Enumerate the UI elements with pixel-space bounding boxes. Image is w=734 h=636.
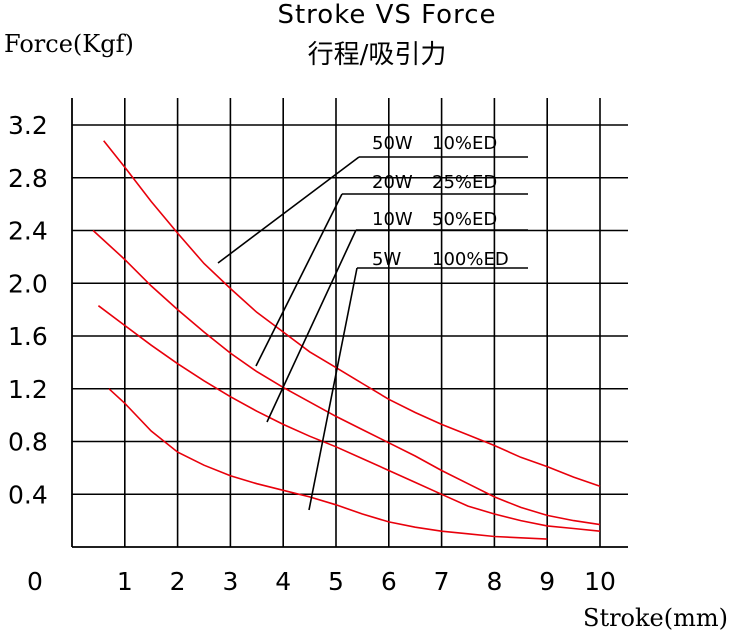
series-line [108, 388, 548, 540]
chart-subtitle: 行程/吸引力 [307, 40, 447, 70]
x-tick-label: 6 [381, 567, 397, 596]
legend-duty-label: 10%ED [432, 133, 497, 154]
legend-watt-label: 20W [372, 172, 413, 193]
legend-leader-line [217, 156, 360, 264]
x-tick-label: 10 [584, 567, 616, 596]
y-tick-label: 3.2 [8, 111, 48, 140]
legend-duty-label: 25%ED [432, 172, 497, 193]
x-tick-label: 4 [275, 567, 291, 596]
y-tick-label: 1.6 [8, 322, 48, 351]
y-tick-label: 2.4 [8, 217, 48, 246]
y-axis-label: Force(Kgf) [4, 30, 134, 58]
series-line [92, 229, 601, 526]
y-tick-label: 0.4 [8, 480, 48, 509]
y-tick-label: 2.8 [8, 164, 48, 193]
x-tick-label: 0 [27, 567, 43, 596]
legend-leader-line [255, 193, 343, 367]
series-line [103, 140, 601, 488]
x-tick-label: 8 [486, 567, 502, 596]
x-tick-label: 5 [328, 567, 344, 596]
legend-watt-label: 50W [372, 133, 413, 154]
x-tick-label: 3 [222, 567, 238, 596]
legend-leader-line [266, 229, 357, 423]
x-tick-label: 1 [117, 567, 133, 596]
x-tick-label: 9 [539, 567, 555, 596]
x-axis-label: Stroke(mm) [583, 604, 728, 632]
legend-duty-label: 50%ED [432, 209, 497, 230]
y-tick-label: 2.0 [8, 269, 48, 298]
legend-watt-label: 5W [372, 249, 401, 270]
y-tick-label: 1.2 [8, 375, 48, 404]
y-tick-label: 0.8 [8, 428, 48, 457]
legend-duty-label: 100%ED [432, 249, 509, 270]
x-tick-label: 7 [434, 567, 450, 596]
legend-watt-label: 10W [372, 209, 413, 230]
chart-title: Stroke VS Force [277, 0, 497, 30]
series-line [97, 305, 601, 532]
legend-leader-line [308, 267, 358, 511]
x-tick-label: 2 [170, 567, 186, 596]
